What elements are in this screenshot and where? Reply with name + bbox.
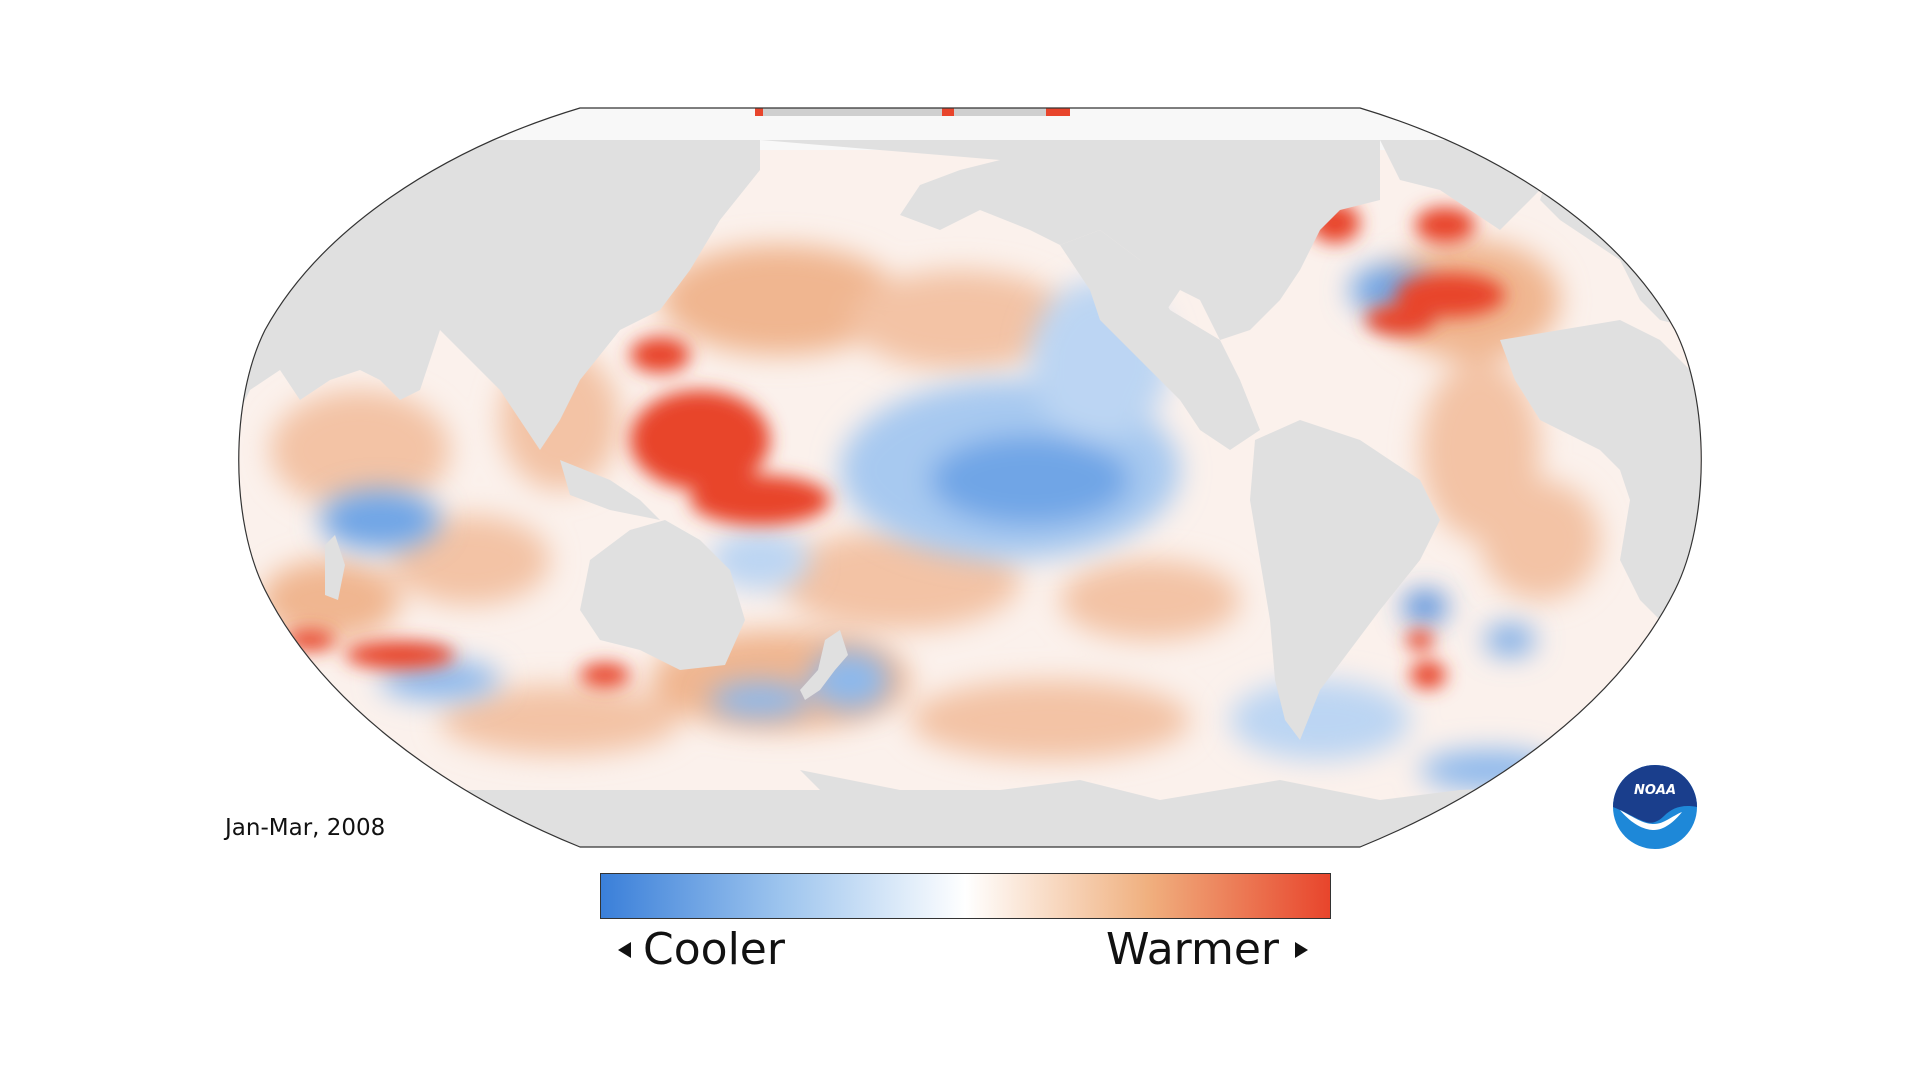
arctic-strip <box>760 108 1070 116</box>
period-label: Jan-Mar, 2008 <box>225 815 386 841</box>
arctic-mark-3 <box>1046 108 1070 116</box>
land-africa <box>1500 320 1700 620</box>
warmer-label: Warmer <box>1106 924 1308 975</box>
cooler-text: Cooler <box>643 924 785 975</box>
noaa-logo-text: NOAA <box>1634 783 1676 798</box>
warmer-text: Warmer <box>1106 924 1279 975</box>
arctic-mark-1 <box>755 108 763 116</box>
globe-outline <box>238 107 1702 848</box>
land-indonesia <box>560 460 660 520</box>
arctic-mark-2 <box>942 108 954 116</box>
land-new-zealand <box>800 630 848 700</box>
land-south-america <box>1250 420 1440 740</box>
land-siberia <box>760 140 1380 320</box>
noaa-logo-icon: NOAA <box>1613 765 1697 849</box>
land-antarctica <box>240 770 1700 847</box>
land-australia <box>580 520 745 670</box>
arrow-left-icon <box>618 941 631 958</box>
land-north-america <box>1060 230 1260 450</box>
land-madagascar <box>325 535 345 600</box>
arrow-right-icon <box>1295 941 1308 958</box>
anomaly-strong-warm-layer <box>285 203 1505 689</box>
colorbar-gradient <box>600 873 1331 919</box>
land-north-america-east <box>1180 140 1380 340</box>
cooler-label: Cooler <box>618 924 785 975</box>
